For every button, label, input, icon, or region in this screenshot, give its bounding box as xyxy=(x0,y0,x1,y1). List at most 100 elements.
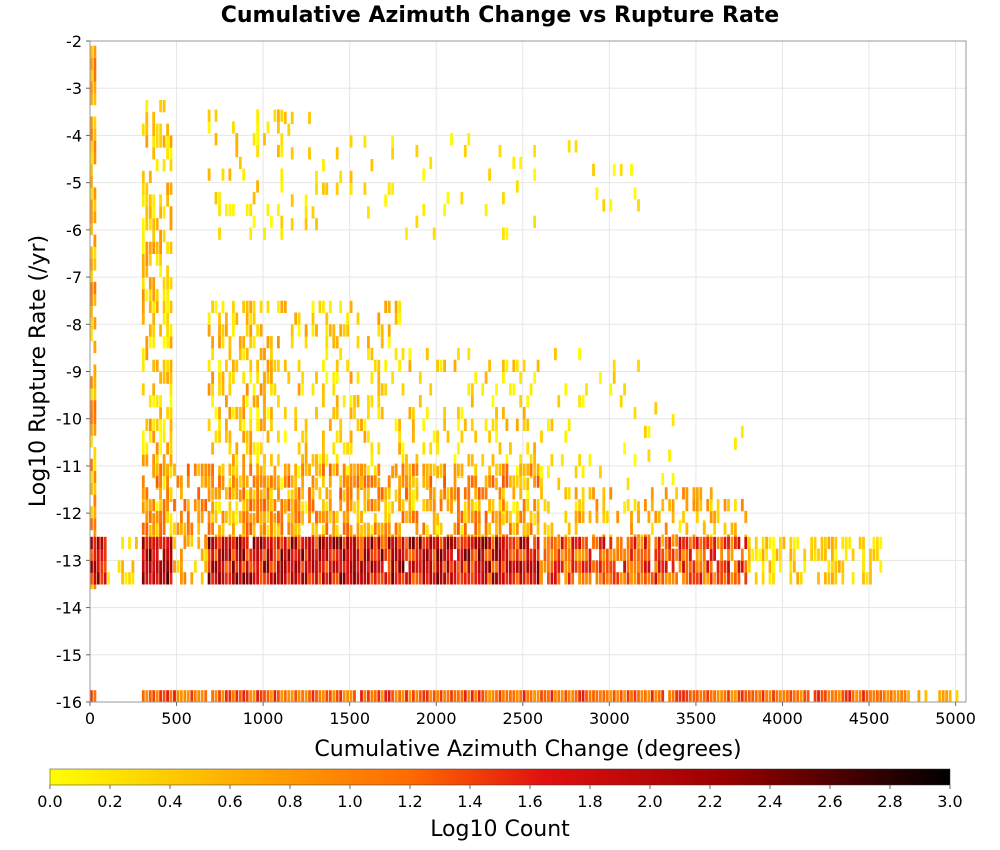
heatmap-cell xyxy=(647,572,651,585)
heatmap-cell xyxy=(831,536,834,550)
heatmap-cell xyxy=(418,536,422,550)
heatmap-cell xyxy=(197,463,201,476)
heatmap-cell xyxy=(498,144,502,158)
heatmap-cell xyxy=(159,206,162,219)
heatmap-cell xyxy=(148,548,152,561)
heatmap-cell xyxy=(311,560,315,573)
heatmap-cell xyxy=(90,57,93,70)
heatmap-cell xyxy=(294,560,298,573)
heatmap-cell xyxy=(550,454,554,467)
heatmap-cell xyxy=(844,690,848,703)
heatmap-cell xyxy=(90,482,93,495)
heatmap-cell xyxy=(457,442,460,455)
heatmap-cell xyxy=(671,510,675,524)
heatmap-cell xyxy=(90,116,93,129)
heatmap-cell xyxy=(599,465,602,479)
heatmap-cell xyxy=(889,690,893,703)
heatmap-cell xyxy=(619,163,623,177)
heatmap-cell xyxy=(384,536,388,550)
heatmap-cell xyxy=(159,241,162,254)
heatmap-cell xyxy=(554,536,557,550)
heatmap-cell xyxy=(332,442,336,455)
heatmap-cell xyxy=(644,536,647,550)
heatmap-cell xyxy=(453,463,457,476)
heatmap-cell xyxy=(169,135,173,148)
heatmap-cell xyxy=(522,463,526,476)
heatmap-cell xyxy=(474,548,478,561)
heatmap-cell xyxy=(297,359,301,372)
heatmap-cell xyxy=(509,475,512,488)
heatmap-cell xyxy=(699,560,703,573)
heatmap-cell xyxy=(599,560,602,573)
heatmap-cell xyxy=(412,560,415,573)
heatmap-cell xyxy=(640,572,644,585)
heatmap-cell xyxy=(664,548,668,561)
heatmap-cell xyxy=(425,463,429,476)
heatmap-cell xyxy=(495,690,498,703)
heatmap-cell xyxy=(720,572,723,585)
heatmap-cell xyxy=(491,395,495,408)
heatmap-cell xyxy=(446,430,450,443)
heatmap-cell xyxy=(90,560,93,573)
heatmap-cell xyxy=(578,454,581,467)
heatmap-cell xyxy=(519,572,523,585)
heatmap-cell xyxy=(900,690,903,703)
heatmap-cell xyxy=(342,560,346,573)
heatmap-cell xyxy=(837,690,841,703)
heatmap-cell xyxy=(529,690,533,703)
heatmap-cell xyxy=(467,536,471,550)
heatmap-cell xyxy=(529,548,533,561)
heatmap-cell xyxy=(93,482,97,495)
heatmap-cell xyxy=(716,499,720,512)
heatmap-cell xyxy=(401,499,405,512)
heatmap-cell xyxy=(322,395,325,408)
heatmap-cell xyxy=(339,300,343,313)
heatmap-cell xyxy=(671,690,675,703)
heatmap-cell xyxy=(796,536,800,550)
heatmap-cell xyxy=(339,499,343,512)
heatmap-cell xyxy=(699,499,703,512)
heatmap-cell xyxy=(259,418,263,431)
heatmap-cell xyxy=(758,548,762,561)
heatmap-cell xyxy=(695,690,699,703)
heatmap-cell xyxy=(270,510,273,524)
heatmap-cell xyxy=(616,548,620,561)
heatmap-cell xyxy=(162,371,166,384)
heatmap-cell xyxy=(263,572,266,585)
heatmap-cell xyxy=(692,536,696,550)
heatmap-cell xyxy=(502,572,505,585)
heatmap-cell xyxy=(415,536,419,550)
heatmap-cell xyxy=(183,572,187,585)
heatmap-cell xyxy=(727,499,730,512)
heatmap-cell xyxy=(141,229,145,243)
heatmap-cell xyxy=(398,560,401,573)
heatmap-cell xyxy=(166,312,169,325)
heatmap-cell xyxy=(211,475,214,488)
heatmap-cell xyxy=(467,383,471,396)
heatmap-cell xyxy=(439,522,443,535)
heatmap-cell xyxy=(637,572,640,585)
heatmap-cell xyxy=(228,510,232,524)
heatmap-cell xyxy=(740,548,744,561)
heatmap-cell xyxy=(141,475,145,488)
heatmap-cell xyxy=(162,206,166,219)
heatmap-cell xyxy=(723,560,727,573)
heatmap-cell xyxy=(141,501,145,514)
heatmap-cell xyxy=(93,92,97,106)
heatmap-cell xyxy=(588,690,592,703)
heatmap-cell xyxy=(121,560,124,573)
heatmap-cell xyxy=(283,572,287,585)
heatmap-cell xyxy=(633,560,637,573)
heatmap-cell xyxy=(335,359,339,372)
heatmap-cell xyxy=(277,430,280,443)
heatmap-cell xyxy=(505,359,509,372)
heatmap-cell xyxy=(238,418,242,431)
heatmap-cell xyxy=(342,548,346,561)
heatmap-cell xyxy=(599,572,602,585)
heatmap-cell xyxy=(740,560,744,573)
y-tick-label: -15 xyxy=(56,646,82,665)
y-tick-label: -12 xyxy=(56,504,82,523)
heatmap-cell xyxy=(495,560,498,573)
heatmap-cell xyxy=(567,572,571,585)
